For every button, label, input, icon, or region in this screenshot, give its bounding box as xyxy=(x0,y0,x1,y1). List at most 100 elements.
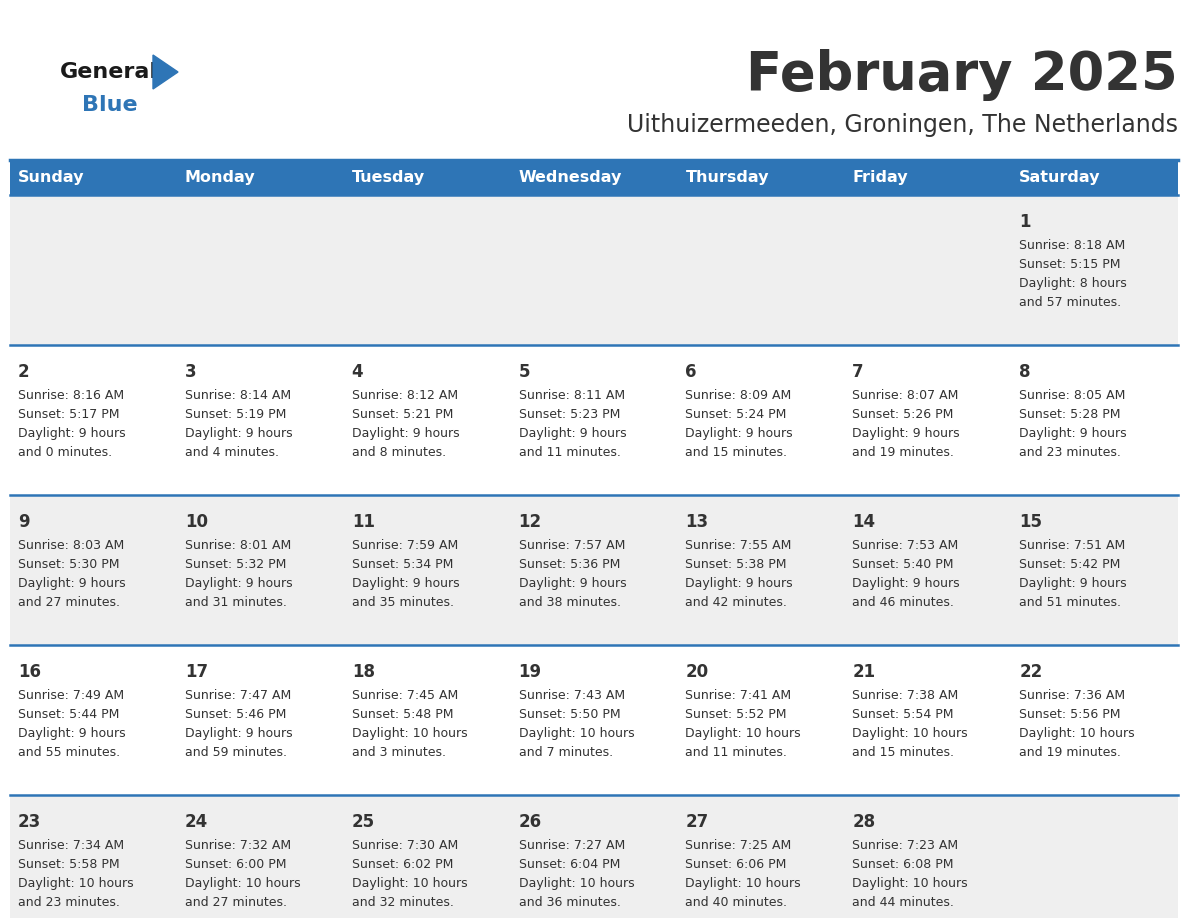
Text: and 31 minutes.: and 31 minutes. xyxy=(185,596,286,609)
Text: Daylight: 9 hours: Daylight: 9 hours xyxy=(1019,427,1126,440)
Text: 15: 15 xyxy=(1019,513,1042,531)
Text: and 44 minutes.: and 44 minutes. xyxy=(852,896,954,909)
Bar xyxy=(1011,795,1178,918)
Bar xyxy=(677,345,845,495)
Text: Sunrise: 8:03 AM: Sunrise: 8:03 AM xyxy=(18,539,125,552)
Text: Sunset: 5:32 PM: Sunset: 5:32 PM xyxy=(185,558,286,571)
Text: Sunset: 5:24 PM: Sunset: 5:24 PM xyxy=(685,408,786,421)
Bar xyxy=(845,495,1011,645)
Text: Sunset: 5:23 PM: Sunset: 5:23 PM xyxy=(519,408,620,421)
Bar xyxy=(845,795,1011,918)
Text: and 55 minutes.: and 55 minutes. xyxy=(18,746,120,759)
Text: Sunset: 5:52 PM: Sunset: 5:52 PM xyxy=(685,708,786,721)
Text: Sunset: 5:30 PM: Sunset: 5:30 PM xyxy=(18,558,120,571)
Text: 6: 6 xyxy=(685,363,697,381)
Bar xyxy=(677,495,845,645)
Text: 23: 23 xyxy=(18,813,42,831)
Text: Sunrise: 7:47 AM: Sunrise: 7:47 AM xyxy=(185,689,291,702)
Text: 3: 3 xyxy=(185,363,196,381)
Text: Daylight: 10 hours: Daylight: 10 hours xyxy=(352,727,467,740)
Text: Daylight: 10 hours: Daylight: 10 hours xyxy=(1019,727,1135,740)
Text: Sunrise: 7:57 AM: Sunrise: 7:57 AM xyxy=(519,539,625,552)
Text: Daylight: 10 hours: Daylight: 10 hours xyxy=(18,877,133,890)
Bar xyxy=(1011,160,1178,195)
Bar xyxy=(1011,645,1178,795)
Bar xyxy=(511,795,677,918)
Text: Sunset: 5:38 PM: Sunset: 5:38 PM xyxy=(685,558,786,571)
Text: Daylight: 10 hours: Daylight: 10 hours xyxy=(852,727,968,740)
Text: and 57 minutes.: and 57 minutes. xyxy=(1019,296,1121,309)
Bar xyxy=(845,645,1011,795)
Bar xyxy=(1011,345,1178,495)
Text: and 19 minutes.: and 19 minutes. xyxy=(1019,746,1121,759)
Text: 24: 24 xyxy=(185,813,208,831)
Text: and 46 minutes.: and 46 minutes. xyxy=(852,596,954,609)
Text: Sunrise: 7:32 AM: Sunrise: 7:32 AM xyxy=(185,839,291,852)
Text: Sunset: 6:08 PM: Sunset: 6:08 PM xyxy=(852,858,954,871)
Text: Uithuizermeeden, Groningen, The Netherlands: Uithuizermeeden, Groningen, The Netherla… xyxy=(627,113,1178,137)
Text: Daylight: 9 hours: Daylight: 9 hours xyxy=(1019,577,1126,590)
Text: Sunrise: 7:30 AM: Sunrise: 7:30 AM xyxy=(352,839,457,852)
Polygon shape xyxy=(153,55,178,89)
Bar xyxy=(343,645,511,795)
Text: and 35 minutes.: and 35 minutes. xyxy=(352,596,454,609)
Text: Sunrise: 7:45 AM: Sunrise: 7:45 AM xyxy=(352,689,457,702)
Text: Daylight: 10 hours: Daylight: 10 hours xyxy=(185,877,301,890)
Text: Sunset: 5:42 PM: Sunset: 5:42 PM xyxy=(1019,558,1120,571)
Text: Sunrise: 8:07 AM: Sunrise: 8:07 AM xyxy=(852,389,959,402)
Text: Thursday: Thursday xyxy=(685,170,769,185)
Bar xyxy=(10,195,177,345)
Text: Sunset: 5:17 PM: Sunset: 5:17 PM xyxy=(18,408,120,421)
Text: Sunset: 6:06 PM: Sunset: 6:06 PM xyxy=(685,858,786,871)
Text: Daylight: 9 hours: Daylight: 9 hours xyxy=(185,427,292,440)
Bar xyxy=(10,795,177,918)
Bar xyxy=(845,160,1011,195)
Text: and 15 minutes.: and 15 minutes. xyxy=(852,746,954,759)
Text: Sunrise: 7:34 AM: Sunrise: 7:34 AM xyxy=(18,839,124,852)
Text: and 32 minutes.: and 32 minutes. xyxy=(352,896,454,909)
Text: Daylight: 9 hours: Daylight: 9 hours xyxy=(685,427,794,440)
Text: and 40 minutes.: and 40 minutes. xyxy=(685,896,788,909)
Text: Sunday: Sunday xyxy=(18,170,84,185)
Text: Sunrise: 7:41 AM: Sunrise: 7:41 AM xyxy=(685,689,791,702)
Bar xyxy=(845,195,1011,345)
Text: Sunset: 5:50 PM: Sunset: 5:50 PM xyxy=(519,708,620,721)
Text: and 4 minutes.: and 4 minutes. xyxy=(185,446,279,459)
Text: Sunset: 5:21 PM: Sunset: 5:21 PM xyxy=(352,408,453,421)
Bar xyxy=(177,645,343,795)
Text: Sunset: 5:46 PM: Sunset: 5:46 PM xyxy=(185,708,286,721)
Text: Daylight: 10 hours: Daylight: 10 hours xyxy=(519,877,634,890)
Text: and 15 minutes.: and 15 minutes. xyxy=(685,446,788,459)
Bar xyxy=(177,160,343,195)
Text: and 3 minutes.: and 3 minutes. xyxy=(352,746,446,759)
Text: Sunrise: 7:59 AM: Sunrise: 7:59 AM xyxy=(352,539,457,552)
Text: and 7 minutes.: and 7 minutes. xyxy=(519,746,613,759)
Text: Sunrise: 7:27 AM: Sunrise: 7:27 AM xyxy=(519,839,625,852)
Text: Sunrise: 8:11 AM: Sunrise: 8:11 AM xyxy=(519,389,625,402)
Text: Sunrise: 7:53 AM: Sunrise: 7:53 AM xyxy=(852,539,959,552)
Text: 10: 10 xyxy=(185,513,208,531)
Bar xyxy=(343,195,511,345)
Bar xyxy=(677,195,845,345)
Text: 5: 5 xyxy=(519,363,530,381)
Text: Sunset: 6:02 PM: Sunset: 6:02 PM xyxy=(352,858,453,871)
Text: and 36 minutes.: and 36 minutes. xyxy=(519,896,620,909)
Text: Sunrise: 8:09 AM: Sunrise: 8:09 AM xyxy=(685,389,791,402)
Bar xyxy=(10,495,177,645)
Bar xyxy=(177,345,343,495)
Text: Sunset: 5:44 PM: Sunset: 5:44 PM xyxy=(18,708,119,721)
Text: and 23 minutes.: and 23 minutes. xyxy=(18,896,120,909)
Bar xyxy=(343,345,511,495)
Text: Sunrise: 8:16 AM: Sunrise: 8:16 AM xyxy=(18,389,124,402)
Text: Saturday: Saturday xyxy=(1019,170,1100,185)
Text: Sunrise: 7:55 AM: Sunrise: 7:55 AM xyxy=(685,539,792,552)
Text: Sunset: 5:56 PM: Sunset: 5:56 PM xyxy=(1019,708,1120,721)
Text: Sunset: 5:48 PM: Sunset: 5:48 PM xyxy=(352,708,453,721)
Text: Sunset: 5:26 PM: Sunset: 5:26 PM xyxy=(852,408,954,421)
Text: Sunset: 5:36 PM: Sunset: 5:36 PM xyxy=(519,558,620,571)
Bar xyxy=(10,345,177,495)
Text: 16: 16 xyxy=(18,663,42,681)
Text: and 11 minutes.: and 11 minutes. xyxy=(519,446,620,459)
Text: 20: 20 xyxy=(685,663,708,681)
Text: 25: 25 xyxy=(352,813,375,831)
